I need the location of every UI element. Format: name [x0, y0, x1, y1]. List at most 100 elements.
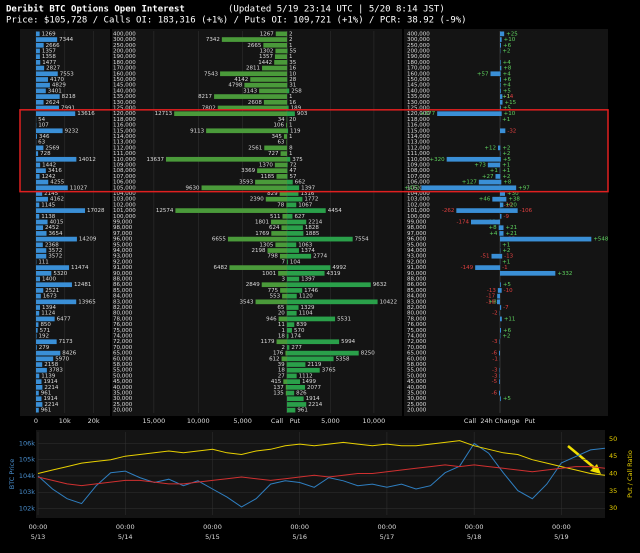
bar	[475, 265, 500, 270]
title: Deribit BTC Options Open Interest	[6, 4, 185, 15]
bar	[500, 288, 502, 293]
value-label: 624	[269, 225, 280, 231]
bar	[36, 288, 43, 293]
value-label: 18	[278, 334, 285, 340]
bar	[36, 203, 39, 208]
value-label: 3572	[48, 254, 62, 260]
bar	[266, 197, 287, 202]
y-tick-label: 102k	[19, 504, 35, 512]
value-label: 7543	[204, 71, 218, 77]
value-label: -10	[504, 288, 513, 294]
bar	[36, 180, 48, 185]
bar	[287, 345, 289, 350]
value-label: 7342	[206, 37, 220, 43]
bar	[500, 37, 502, 42]
bar	[287, 322, 294, 327]
x-tick-time: 00:00	[290, 523, 309, 531]
bar	[286, 305, 287, 310]
value-label: 5994	[341, 339, 355, 345]
bar	[287, 374, 297, 379]
bar	[287, 408, 295, 413]
value-label: 961	[41, 408, 52, 414]
value-label: 13965	[78, 299, 96, 305]
value-label: 1185	[260, 174, 274, 180]
y-tick-label: 103k	[19, 488, 35, 496]
value-label: 107	[38, 123, 49, 129]
value-label: +4	[489, 231, 498, 237]
bar	[277, 339, 287, 344]
x-tick-label: 5/13	[31, 533, 46, 541]
bar	[500, 374, 501, 379]
bar	[287, 220, 306, 225]
bar	[500, 83, 501, 88]
bar	[262, 66, 287, 71]
subtitle: Price: $105,728 / Calls OI: 183,316 (+1%…	[6, 16, 467, 26]
bar	[497, 294, 500, 299]
bar	[36, 368, 47, 373]
bar	[287, 317, 335, 322]
value-label: 1067	[298, 202, 312, 208]
bar	[36, 231, 47, 236]
value-label: +97	[518, 185, 530, 191]
value-label: 258	[291, 88, 302, 94]
bar	[36, 379, 42, 384]
bar	[36, 356, 53, 361]
bar	[500, 368, 501, 373]
bar	[499, 225, 500, 230]
value-label: 903	[297, 111, 308, 117]
bar	[500, 225, 504, 230]
x-tick-label: 5/18	[467, 533, 482, 541]
call-label: Call	[464, 417, 476, 425]
y2-tick-label: 30	[609, 504, 617, 512]
value-label: 6477	[57, 316, 71, 322]
bar	[36, 157, 76, 162]
y2-tick-label: 45	[609, 452, 617, 460]
bar	[287, 163, 288, 168]
strike-label: 20,000	[113, 408, 133, 414]
bar	[287, 157, 290, 162]
bar	[36, 328, 38, 333]
bar	[471, 220, 500, 225]
bar	[36, 385, 42, 390]
value-label: 8250	[361, 351, 375, 357]
bar	[166, 157, 287, 162]
value-label: 1885	[305, 231, 319, 237]
value-label: 13616	[77, 111, 95, 117]
x-tick-time: 00:00	[29, 523, 48, 531]
bar	[282, 294, 287, 299]
bar	[36, 151, 38, 156]
bar	[264, 100, 287, 105]
bar	[500, 254, 502, 259]
bar	[287, 334, 289, 339]
bar	[36, 271, 51, 276]
bar	[287, 311, 297, 316]
bar	[500, 282, 501, 287]
bar	[500, 89, 501, 94]
value-label: 192	[39, 334, 50, 340]
value-label: 2077	[307, 385, 321, 391]
bar	[36, 111, 75, 116]
bar	[36, 334, 37, 339]
value-label: -9	[504, 214, 510, 220]
value-label: 961	[297, 408, 308, 414]
value-label: 1442	[258, 60, 272, 66]
value-label: 511	[270, 214, 281, 220]
bar	[500, 111, 502, 116]
bar	[287, 248, 299, 253]
value-label: 3593	[239, 180, 253, 186]
bar	[255, 180, 287, 185]
value-label: +2	[502, 334, 510, 340]
bar	[36, 220, 48, 225]
value-label: 135	[273, 391, 284, 397]
value-label: 7554	[355, 237, 369, 243]
bar	[36, 408, 39, 413]
bar	[36, 237, 77, 242]
value-label: 104	[290, 259, 301, 265]
bar	[287, 197, 302, 202]
bar	[275, 54, 287, 59]
bar	[286, 140, 287, 145]
bar	[499, 379, 500, 384]
bar	[276, 174, 287, 179]
bar	[500, 339, 501, 344]
